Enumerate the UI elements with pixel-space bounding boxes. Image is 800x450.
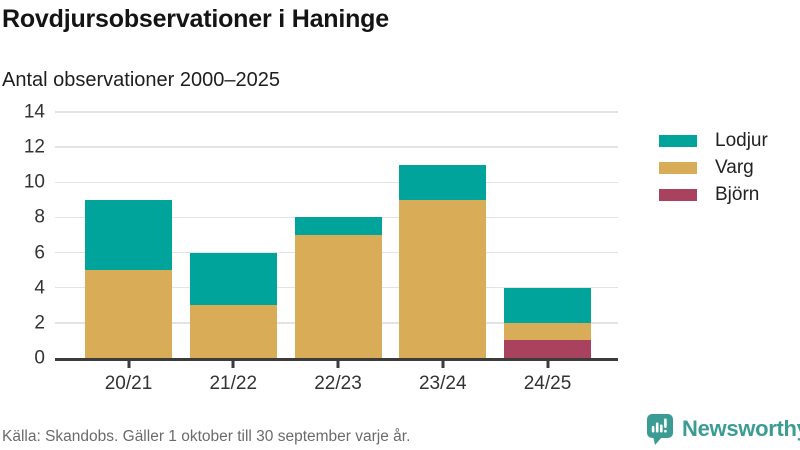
- stacked-bar-22-23: [294, 112, 382, 358]
- stacked-bar-21-22: [189, 112, 277, 358]
- gridline: [55, 146, 618, 148]
- y-axis: 0 2 4 6 8 10 12 14: [0, 103, 45, 368]
- bar-segment-varg: [85, 270, 172, 358]
- bar-segment-lodjur: [399, 164, 487, 200]
- stacked-bar-24-25: [504, 112, 591, 358]
- x-tick-label: 20/21: [104, 373, 153, 394]
- y-tick-label: 10: [23, 171, 45, 193]
- bar-segment-lodjur: [85, 199, 172, 271]
- chart-title: Rovdjursobservationer i Haninge: [2, 5, 389, 33]
- legend-item-varg: Varg: [659, 154, 768, 181]
- x-tick-label: 21/22: [209, 373, 258, 394]
- x-axis-tick: [127, 361, 130, 368]
- x-tick-label: 22/23: [314, 373, 362, 394]
- bar-segment-varg: [294, 235, 382, 358]
- gridline: [55, 216, 618, 219]
- legend-item-lodjur: Lodjur: [659, 127, 768, 154]
- y-tick-label: 6: [34, 242, 45, 264]
- legend-label: Lodjur: [715, 130, 768, 151]
- legend: Lodjur Varg Björn: [659, 127, 768, 208]
- stacked-bar-20-21: [85, 112, 172, 358]
- chart-subtitle: Antal observationer 2000–2025: [2, 69, 280, 91]
- x-tick-label: 23/24: [418, 373, 467, 394]
- y-tick-label: 0: [34, 347, 45, 369]
- x-tick-label: 24/25: [523, 373, 572, 394]
- bar-segment-varg: [399, 199, 487, 358]
- x-axis-tick: [336, 361, 340, 368]
- bar-segment-lodjur: [504, 287, 591, 323]
- legend-swatch-lodjur: [659, 134, 697, 147]
- source-note: Källa: Skandobs. Gäller 1 oktober till 3…: [2, 428, 411, 445]
- bar-segment-lodjur: [294, 217, 382, 235]
- legend-label: Björn: [715, 184, 760, 205]
- legend-swatch-björn: [659, 188, 697, 201]
- newsworthy-wordmark: Newsworthy: [682, 416, 800, 441]
- plot-area: [55, 111, 618, 361]
- bar-segment-lodjur: [189, 252, 277, 306]
- y-tick-label: 12: [23, 136, 45, 158]
- legend-item-björn: Björn: [659, 181, 768, 208]
- x-axis-tick: [546, 361, 549, 368]
- legend-swatch-varg: [659, 161, 697, 174]
- y-tick-label: 4: [34, 277, 45, 299]
- x-axis-tick: [231, 361, 235, 368]
- stacked-bar-23-24: [399, 112, 487, 358]
- gridline: [55, 181, 618, 184]
- y-tick-label: 14: [23, 101, 45, 123]
- bar-segment-varg: [504, 322, 591, 341]
- y-tick-label: 2: [34, 312, 45, 334]
- x-axis-tick: [441, 361, 445, 368]
- bar-segment-varg: [189, 305, 277, 358]
- y-tick-label: 8: [34, 206, 45, 228]
- legend-label: Varg: [715, 157, 754, 178]
- newsworthy-branding: Newsworthy: [645, 412, 800, 446]
- gridline: [55, 111, 618, 113]
- bar-segment-björn: [504, 340, 591, 358]
- newsworthy-chart-bubble-icon: [647, 414, 673, 445]
